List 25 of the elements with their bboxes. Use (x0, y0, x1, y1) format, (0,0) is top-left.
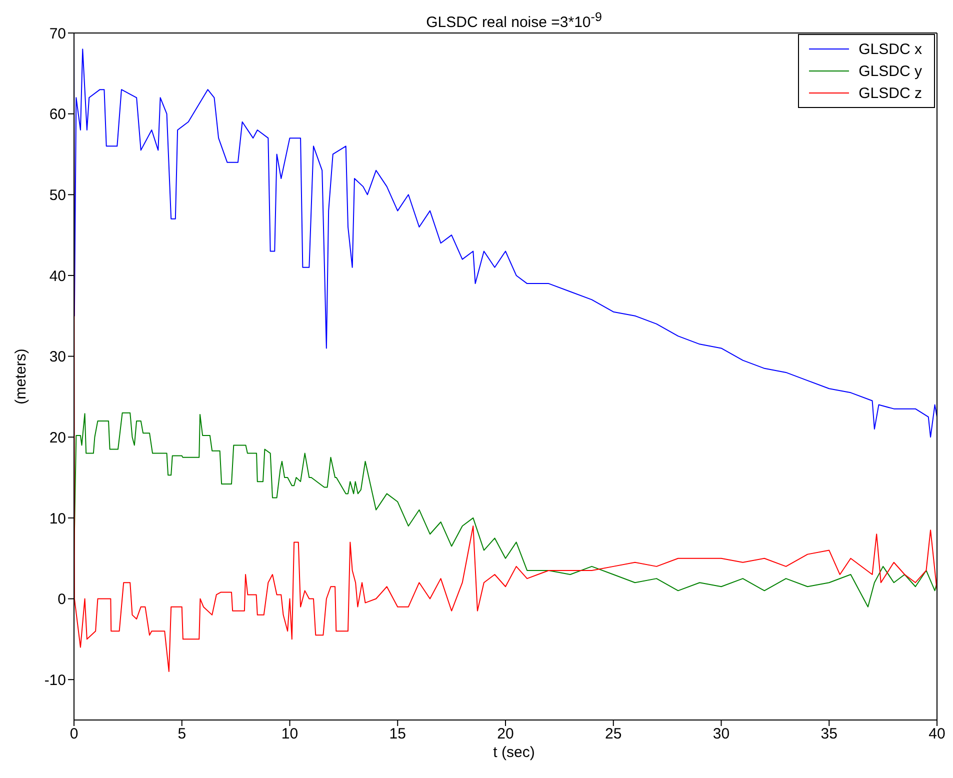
x-tick-label: 0 (70, 726, 78, 743)
y-tick-label: 70 (49, 25, 66, 42)
y-tick-label: 30 (49, 348, 66, 366)
legend-label: GLSDC x (858, 40, 922, 58)
x-tick-label: 15 (389, 726, 406, 743)
y-tick-label: -10 (44, 672, 66, 689)
chart-title: GLSDC real noise =3*10$^{-9}$ (425, 10, 603, 31)
y-tick-label: 0 (58, 591, 66, 608)
y-tick-label: 20 (49, 429, 66, 446)
x-tick-label: 35 (820, 726, 838, 743)
legend-label: GLSDC y (858, 62, 922, 80)
x-tick-label: 40 (928, 726, 946, 743)
y-tick-label: 10 (49, 510, 66, 528)
y-tick-label: 50 (49, 186, 66, 204)
y-tick-label: 40 (49, 268, 66, 285)
legend-label: GLSDC z (858, 84, 922, 102)
x-axis-title: t (sec) (492, 744, 536, 761)
x-tick-label: 20 (497, 726, 514, 743)
y-tick-label: 60 (49, 106, 66, 124)
y-axis-title: (meters) (12, 348, 30, 404)
x-tick-label: 25 (605, 726, 622, 743)
x-tick-label: 30 (712, 726, 730, 743)
x-tick-label: 10 (281, 726, 298, 743)
x-tick-label: 5 (178, 726, 186, 743)
line-series (74, 412, 937, 608)
